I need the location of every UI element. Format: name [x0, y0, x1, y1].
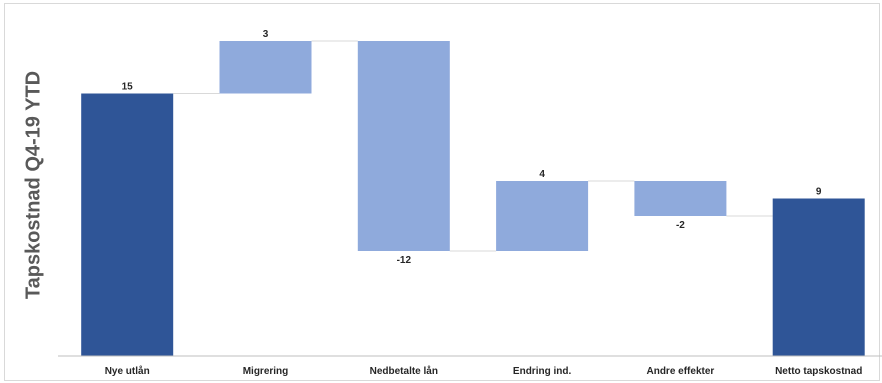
value-label-2: -12: [397, 255, 412, 266]
value-label-0: 15: [122, 82, 134, 93]
category-label-4: Andre effekter: [646, 366, 714, 377]
value-label-3: 4: [539, 169, 545, 180]
category-label-5: Netto tapskostnad: [775, 366, 862, 377]
bar-3: [496, 181, 589, 251]
bar-4: [634, 181, 727, 216]
value-label-5: 9: [816, 187, 822, 198]
value-labels: 15 3 -12 4 -2 9: [122, 29, 822, 266]
category-label-0: Nye utlån: [105, 365, 150, 377]
value-label-1: 3: [263, 29, 269, 40]
bar-0: [81, 93, 174, 356]
value-label-4: -2: [676, 220, 685, 231]
bar-2: [357, 41, 450, 251]
category-label-3: Endring ind.: [513, 366, 572, 377]
bar-5: [772, 198, 865, 356]
category-labels: Nye utlån Migrering Nedbetalte lån Endring …: [105, 365, 863, 377]
bar-1: [219, 41, 312, 94]
category-label-1: Migrering: [243, 366, 289, 377]
connector-lines: [173, 40, 773, 252]
category-label-2: Nedbetalte lån: [370, 365, 438, 377]
bar-group: [81, 41, 865, 356]
